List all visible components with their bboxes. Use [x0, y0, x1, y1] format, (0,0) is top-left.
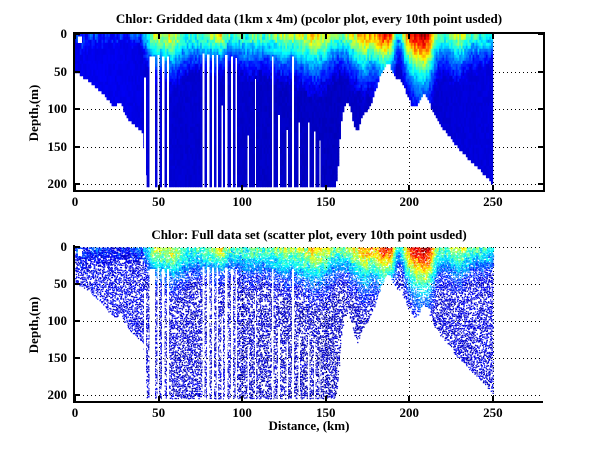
x-tick-label: 200: [399, 194, 420, 209]
y-tick-mark: [538, 183, 543, 185]
x-tick-mark: [157, 185, 160, 190]
y-tick-mark: [75, 70, 80, 73]
pcolor-canvas: [75, 34, 543, 190]
x-tick-mark: [324, 396, 327, 401]
x-tick-label: 0: [71, 405, 79, 420]
x-tick-mark: [324, 34, 327, 39]
scatter-plot-title: Chlor: Full data set (scatter plot, ever…: [151, 227, 467, 242]
scatter-canvas: [75, 247, 543, 401]
x-axis-line: [73, 401, 543, 403]
y-tick-label: 100: [47, 101, 68, 116]
y-tick-mark: [75, 145, 80, 148]
y-tick-mark: [538, 108, 543, 110]
x-tick-mark: [408, 396, 411, 401]
x-tick-label: 0: [71, 194, 79, 209]
y-tick-mark: [538, 33, 543, 35]
y-tick-mark: [75, 246, 80, 248]
y-tick-mark: [75, 108, 80, 110]
x-tick-mark: [491, 34, 494, 39]
x-tick-label: 50: [152, 194, 166, 209]
y-tick-mark: [538, 145, 543, 148]
x-tick-label: 250: [483, 405, 503, 420]
y-axis-line: [73, 245, 75, 403]
x-tick-mark: [324, 185, 327, 190]
x-tick-mark: [408, 185, 411, 190]
axes-frame: [73, 32, 545, 192]
y-tick-label: 150: [47, 138, 68, 154]
x-tick-mark: [157, 396, 160, 401]
x-tick-label: 100: [232, 405, 252, 420]
x-tick-mark: [157, 34, 160, 39]
x-tick-mark: [241, 396, 244, 401]
y-tick-label: 200: [47, 387, 68, 403]
y-tick-label: 200: [47, 176, 68, 191]
x-tick-mark: [491, 185, 494, 190]
y-tick-label: 0: [60, 26, 68, 41]
x-tick-label: 50: [152, 405, 166, 420]
y-tick-label: 150: [47, 350, 68, 366]
y-tick-mark: [75, 320, 80, 323]
scatter-plot-axes: [73, 245, 543, 403]
x-tick-mark: [241, 34, 244, 39]
pcolor-plot-title: Chlor: Gridded data (1km x 4m) (pcolor p…: [115, 11, 503, 26]
y-tick-label: 50: [54, 63, 67, 79]
y-tick-mark: [75, 357, 80, 360]
x-tick-label: 150: [315, 194, 336, 209]
x-axis-label: Distance, (km): [268, 418, 350, 433]
x-tick-mark: [74, 185, 76, 190]
x-tick-mark: [491, 396, 494, 401]
pcolor-plot-axes: [73, 32, 545, 192]
x-tick-label: 150: [315, 405, 336, 420]
y-tick-mark: [75, 33, 80, 35]
y-tick-label: 50: [54, 276, 67, 292]
x-tick-mark: [74, 34, 76, 39]
x-tick-mark: [74, 396, 76, 401]
y-tick-label: 0: [60, 239, 68, 254]
y-tick-mark: [75, 394, 80, 397]
x-tick-mark: [408, 34, 411, 39]
y-tick-mark: [75, 283, 80, 286]
y-tick-mark: [538, 70, 543, 73]
y-tick-label: 100: [47, 313, 68, 329]
x-tick-mark: [241, 185, 244, 190]
x-tick-label: 250: [483, 194, 503, 209]
x-tick-label: 100: [232, 194, 252, 209]
y-tick-mark: [75, 183, 80, 185]
x-tick-label: 200: [399, 405, 420, 420]
